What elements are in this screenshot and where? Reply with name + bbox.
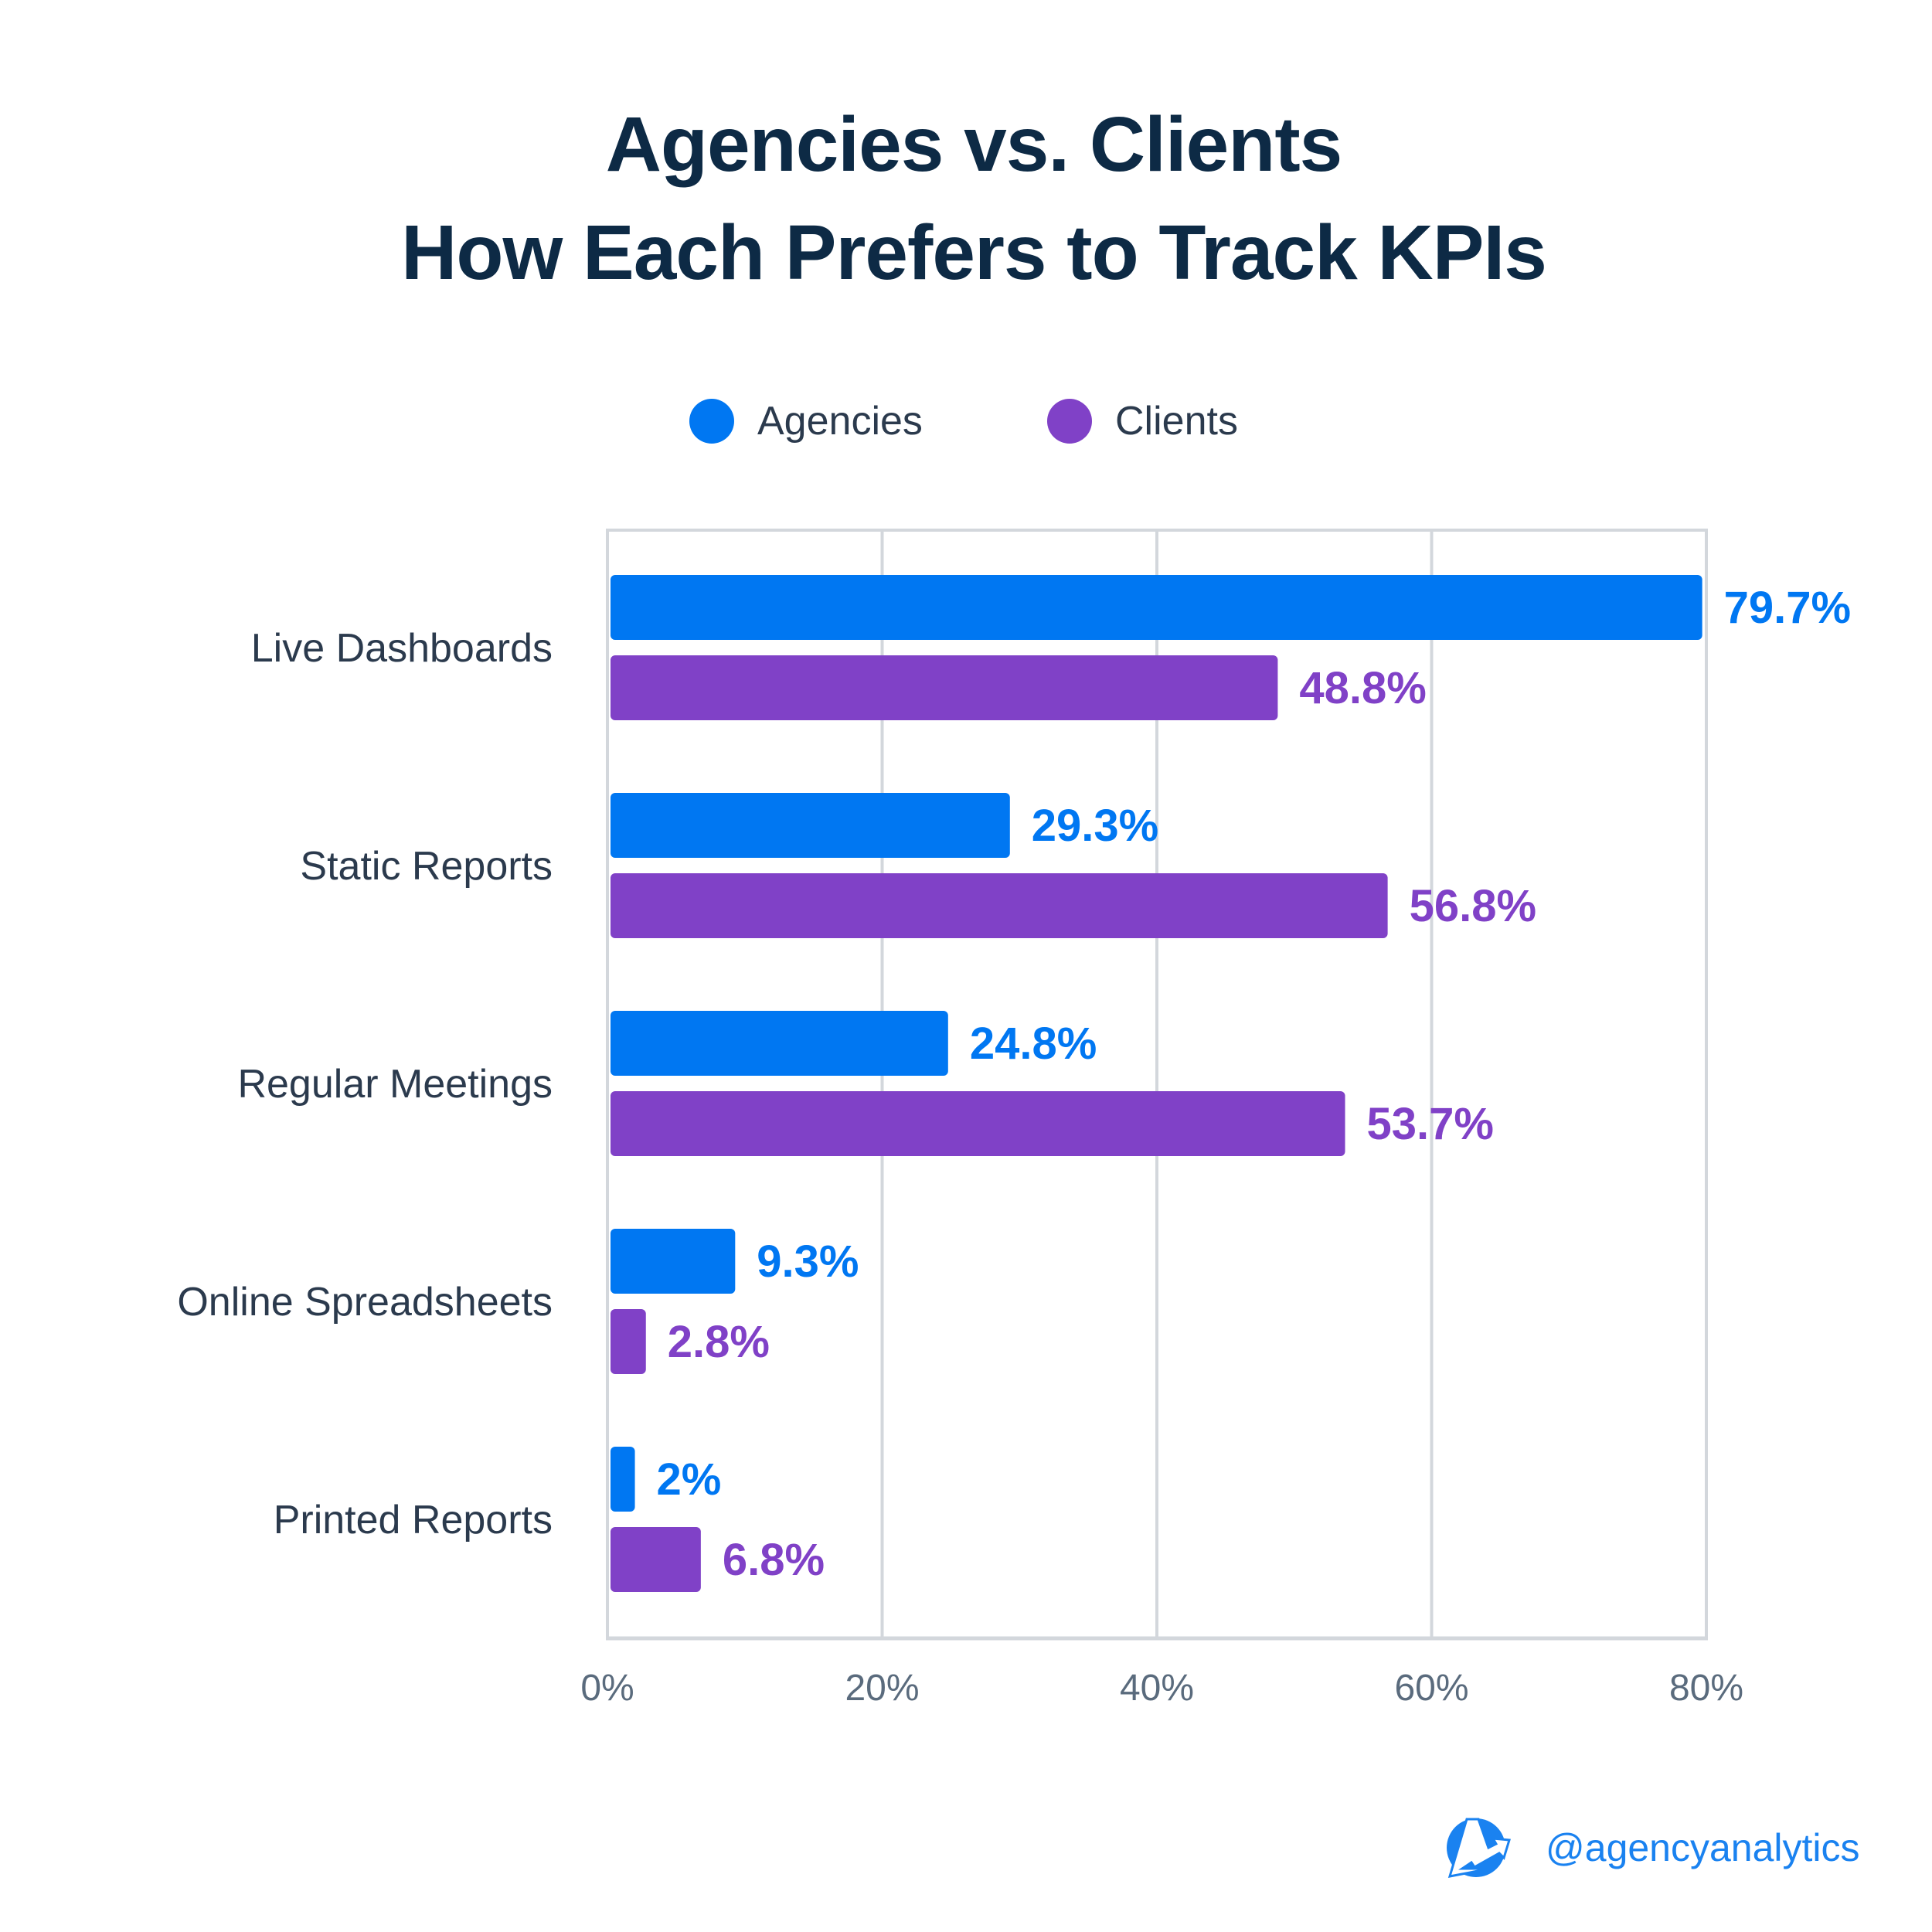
bar-agencies xyxy=(611,1229,736,1294)
category-label: Live Dashboards xyxy=(251,626,553,671)
category-label: Printed Reports xyxy=(274,1498,553,1543)
x-tick-label: 60% xyxy=(1394,1668,1468,1709)
bar-agencies xyxy=(611,1447,635,1512)
x-tick-label: 20% xyxy=(845,1668,919,1709)
data-label: 79.7% xyxy=(1724,583,1851,633)
legend-item-clients: Clients xyxy=(1047,398,1238,444)
brand-handle[interactable]: @agencyanalytics xyxy=(1546,1826,1860,1869)
bar-agencies xyxy=(611,575,1702,640)
x-tick-label: 40% xyxy=(1120,1668,1194,1709)
chart-title: Agencies vs. Clients xyxy=(605,101,1343,188)
legend-swatch-agencies xyxy=(689,399,734,444)
data-label: 2.8% xyxy=(668,1317,770,1367)
data-label: 9.3% xyxy=(757,1236,859,1287)
data-label: 2% xyxy=(657,1454,722,1505)
chart-subtitle: How Each Prefers to Track KPIs xyxy=(401,209,1547,296)
x-tick-label: 0% xyxy=(580,1668,634,1709)
bar-clients xyxy=(611,655,1278,720)
category-label: Static Reports xyxy=(300,844,553,889)
data-label: 24.8% xyxy=(970,1019,1097,1069)
data-label: 29.3% xyxy=(1032,801,1158,851)
data-label: 53.7% xyxy=(1367,1099,1494,1149)
legend-label-agencies: Agencies xyxy=(757,399,923,444)
bar-clients xyxy=(611,873,1388,938)
legend-item-agencies: Agencies xyxy=(689,398,923,444)
data-label: 48.8% xyxy=(1299,663,1426,713)
bar-agencies xyxy=(611,1011,948,1076)
data-label: 56.8% xyxy=(1410,881,1536,931)
x-tick-label: 80% xyxy=(1669,1668,1743,1709)
category-label: Online Spreadsheets xyxy=(177,1280,553,1325)
bar-clients xyxy=(611,1527,701,1592)
category-label: Regular Meetings xyxy=(237,1062,553,1107)
bar-clients xyxy=(611,1091,1345,1156)
data-label: 6.8% xyxy=(723,1535,825,1585)
bar-clients xyxy=(611,1309,646,1374)
legend-swatch-clients xyxy=(1047,399,1092,444)
legend-label-clients: Clients xyxy=(1115,399,1238,444)
bar-agencies xyxy=(611,793,1010,858)
brand-logo-icon xyxy=(1444,1813,1513,1883)
